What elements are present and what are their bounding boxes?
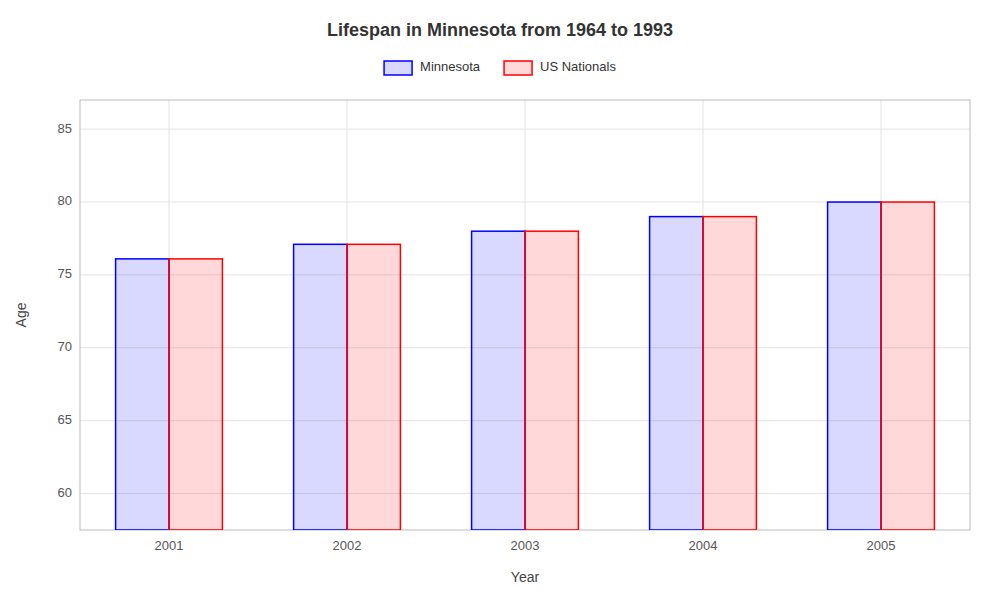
bar bbox=[703, 217, 756, 530]
y-tick-label: 70 bbox=[58, 339, 72, 354]
x-tick-label: 2003 bbox=[511, 538, 540, 553]
legend-label: US Nationals bbox=[540, 59, 616, 74]
y-tick-label: 75 bbox=[58, 266, 72, 281]
x-tick-label: 2004 bbox=[689, 538, 718, 553]
bar bbox=[294, 244, 347, 530]
x-tick-label: 2001 bbox=[155, 538, 184, 553]
bar bbox=[472, 231, 525, 530]
bar bbox=[650, 217, 703, 530]
bars bbox=[116, 202, 935, 530]
bar bbox=[169, 259, 222, 530]
x-tick-label: 2002 bbox=[333, 538, 362, 553]
chart: 60 65 70 75 80 85 2001 2002 2003 2004 2005 Year Age L… bbox=[0, 0, 1000, 600]
legend-label: Minnesota bbox=[420, 59, 481, 74]
y-tick-label: 60 bbox=[58, 485, 72, 500]
legend-swatch bbox=[504, 61, 532, 75]
legend-swatch bbox=[384, 61, 412, 75]
y-tick-label: 85 bbox=[58, 121, 72, 136]
bar bbox=[525, 231, 578, 530]
bar bbox=[881, 202, 934, 530]
bar bbox=[828, 202, 881, 530]
y-axis-label: Age bbox=[13, 302, 29, 327]
y-tick-label: 65 bbox=[58, 412, 72, 427]
bar bbox=[116, 259, 169, 530]
y-tick-label: 80 bbox=[58, 193, 72, 208]
x-tick-label: 2005 bbox=[867, 538, 896, 553]
legend: Minnesota US Nationals bbox=[384, 59, 616, 75]
plot-frame bbox=[80, 100, 970, 530]
bar bbox=[347, 244, 400, 530]
title: Lifespan in Minnesota from 1964 to 1993 bbox=[327, 20, 673, 40]
x-axis-label: Year bbox=[511, 569, 540, 585]
